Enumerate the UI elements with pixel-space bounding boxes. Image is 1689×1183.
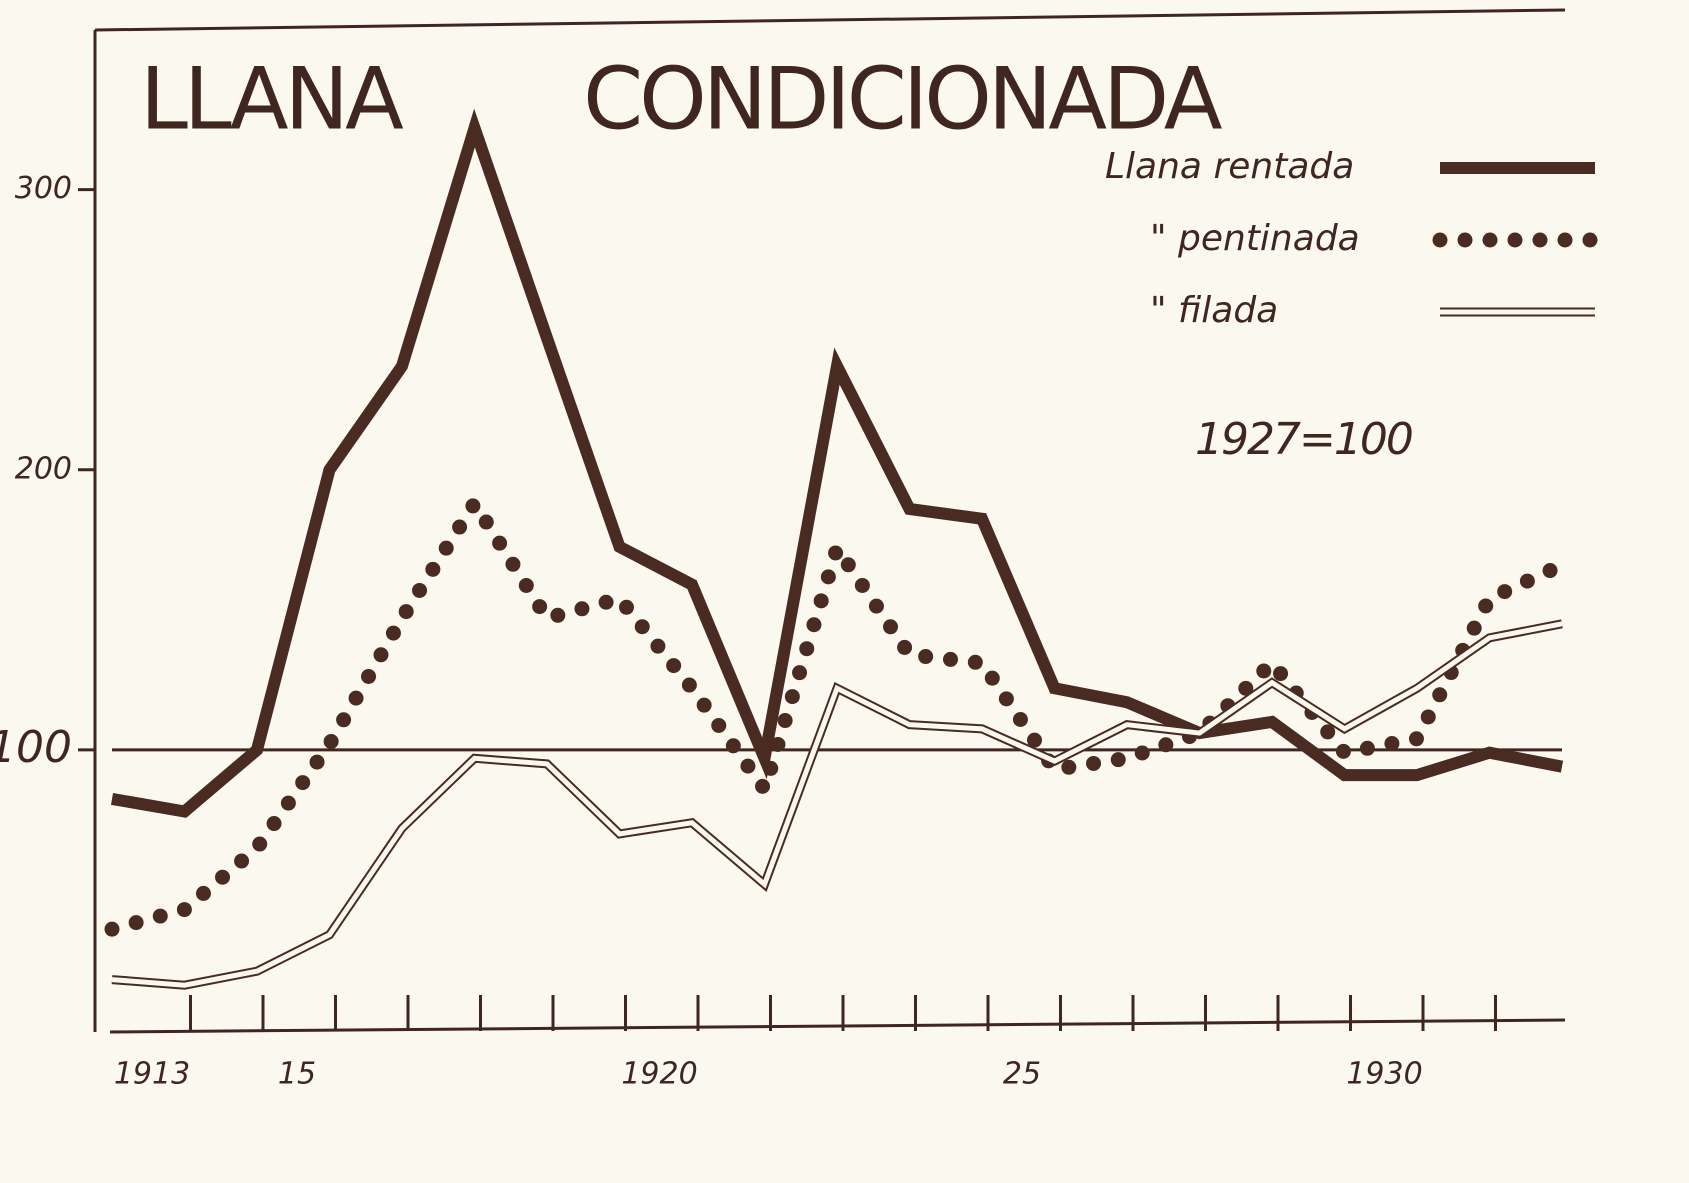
series-line xyxy=(104,489,1570,937)
x-tick-label: 1920 xyxy=(621,1057,697,1092)
legend-label: " filada xyxy=(1150,290,1278,331)
line-inner xyxy=(111,621,1563,988)
x-tick-label: 25 xyxy=(1003,1057,1041,1092)
annotation: 1927=100 xyxy=(1195,414,1412,465)
frame-top xyxy=(94,8,1566,32)
chart-title: LLANA CONDICIONADA xyxy=(140,49,1223,149)
legend-label: " pentinada xyxy=(1150,218,1360,259)
x-axis xyxy=(109,1018,1566,1034)
y-tick-label: 100 xyxy=(0,722,72,773)
y-tick-label: 300 xyxy=(15,171,72,206)
x-tick-label: 15 xyxy=(278,1057,316,1092)
y-tick-label: 200 xyxy=(15,451,72,486)
series-line xyxy=(110,108,1564,818)
legend-label: Llana rentada xyxy=(1105,146,1354,187)
x-tick-label: 1913 xyxy=(114,1057,190,1092)
x-tick-label: 1930 xyxy=(1346,1057,1422,1092)
